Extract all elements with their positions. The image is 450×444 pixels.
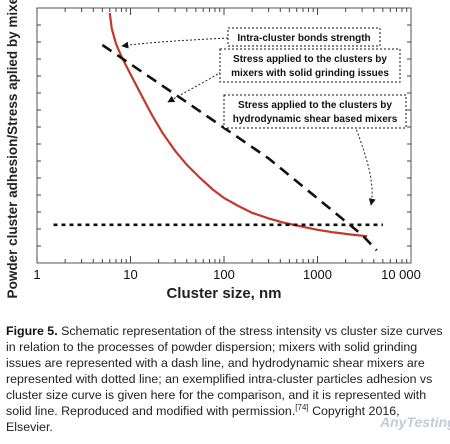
annotation-shear-line1: Stress applied to the clusters by — [238, 100, 392, 111]
x-tick-label: 10 — [123, 267, 137, 282]
y-axis-ticks — [37, 24, 411, 247]
series-grinding-dash-line — [101, 43, 378, 252]
annotation-grinding-line2: mixers with solid grinding issues — [231, 68, 389, 79]
annotation-grinding-line1: Stress applied to the clusters by — [233, 54, 387, 65]
caption-reference: [74] — [295, 402, 309, 412]
caption-text: Schematic representation of the stress i… — [6, 324, 443, 418]
x-tick-label: 1 — [33, 267, 40, 282]
chart: 1 10 100 1000 10 000 Intra-cluster bonds str… — [5, 0, 421, 300]
x-axis-tick-labels: 1 10 100 1000 10 000 — [33, 267, 421, 282]
x-tick-label: 10 000 — [381, 267, 421, 282]
watermark: AnyTesting.com — [380, 414, 450, 430]
x-tick-label: 1000 — [303, 267, 332, 282]
annotation-shear: Stress applied to the clusters by hydrod… — [223, 94, 407, 129]
figure-label: Figure 5. — [6, 324, 58, 338]
annotation-arrow-bonds — [121, 37, 229, 49]
series-adhesion-solid-line — [108, 12, 368, 238]
annotation-arrows — [121, 37, 376, 206]
series-layer — [53, 12, 383, 252]
x-axis-ticks — [36, 8, 408, 263]
annotation-bonds: Intra-cluster bonds strength — [227, 27, 381, 47]
annotation-shear-line2: hydrodynamic shear based mixers — [233, 114, 398, 125]
x-axis-label: Cluster size, nm — [166, 285, 281, 300]
x-tick-label: 100 — [213, 267, 235, 282]
y-axis-label: Powder cluster adhesion/Stress aplied by… — [5, 0, 20, 298]
annotation-bonds-text: Intra-cluster bonds strength — [237, 33, 370, 44]
annotation-arrow-grinding — [167, 71, 222, 103]
annotation-grinding: Stress applied to the clusters by mixers… — [219, 48, 401, 83]
caption-copyright: Copyright 2016, Elsevier. — [6, 404, 400, 434]
figure-caption: Figure 5. Schematic representation of th… — [6, 323, 446, 435]
